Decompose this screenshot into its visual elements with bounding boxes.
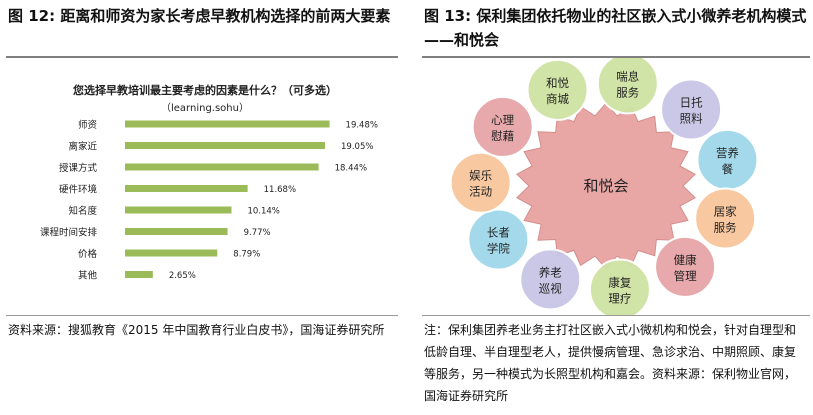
category-label: 授课方式: [59, 162, 98, 174]
title-underline: [6, 56, 398, 58]
ring-item-label: 康复: [608, 276, 631, 290]
figure-13-title: 图 13: 保利集团依托物业的社区嵌入式小微养老机构模式——和悦会: [424, 7, 807, 49]
value-label: 18.44%: [335, 164, 367, 174]
left-figure-panel: 图 12: 距离和师资为家长考虑早教机构选择的前两大要素 您选择早教培训最主要考…: [0, 0, 400, 415]
category-label: 硬件环境: [59, 184, 98, 196]
category-label: 其他: [78, 270, 98, 282]
ring-circle: [596, 58, 659, 115]
ring-circle: [467, 208, 530, 271]
bar: [125, 185, 248, 192]
ring-item-label: 照料: [680, 111, 703, 125]
ring-circle: [526, 58, 589, 121]
ring-item-label: 商城: [546, 92, 569, 106]
category-label: 课程时间安排: [40, 227, 98, 239]
ring-item-label: 长者: [487, 226, 510, 240]
ring-circle: [588, 258, 651, 316]
ring-item-label: 养老: [539, 265, 562, 279]
ring-item-label: 管理: [674, 269, 697, 283]
value-label: 8.79%: [233, 250, 260, 260]
service-ring-diagram: 和悦会 喘息服务日托照料营养餐居家服务健康管理康复理疗养老巡视长者学院娱乐活动心…: [449, 58, 759, 316]
bar: [125, 228, 228, 235]
figure-12-title: 图 12: 距离和师资为家长考虑早教机构选择的前两大要素: [8, 7, 391, 25]
ring-circle: [471, 95, 534, 158]
bar: [125, 249, 218, 257]
note-divider: [422, 315, 810, 316]
note-text: 注：保利集团养老业务主打社区嵌入式小微机构和悦会，针对自理型和低龄自理、半自理型…: [424, 323, 797, 403]
ring-circle: [660, 78, 723, 141]
ring-circle: [694, 187, 757, 250]
ring-items: 喘息服务日托照料营养餐居家服务健康管理康复理疗养老巡视长者学院娱乐活动心理慰藉和…: [449, 58, 759, 316]
ring-item-label: 服务: [714, 221, 737, 235]
ring-item-label: 餐: [722, 162, 734, 176]
ring-item-label: 喘息: [616, 69, 639, 83]
category-label: 师资: [78, 119, 98, 131]
ring-item-label: 娱乐: [469, 169, 492, 183]
value-label: 9.77%: [244, 228, 271, 238]
category-label: 离家近: [68, 141, 97, 153]
bar: [125, 142, 326, 149]
source-note: 资料来源：搜狐教育《2015 年中国教育行业白皮书》，国海证券研究所: [8, 323, 385, 337]
ring-item-label: 日托: [680, 95, 703, 109]
center-label: 和悦会: [583, 177, 628, 195]
bar-chart: 您选择早教培训最主要考虑的因素是什么？（可多选） （learning.sohu）…: [20, 76, 390, 296]
ring-item-label: 巡视: [539, 281, 562, 295]
title-underline: [422, 56, 810, 58]
ring-item-label: 营养: [716, 146, 739, 160]
category-label: 价格: [78, 248, 98, 260]
value-label: 19.05%: [341, 142, 373, 152]
ring-item-label: 健康: [674, 253, 697, 267]
bar: [125, 163, 319, 171]
ring-circle: [654, 235, 717, 298]
bar: [125, 120, 330, 128]
ring-item-label: 活动: [469, 185, 492, 199]
value-label: 11.68%: [264, 185, 296, 195]
ring-item-label: 服务: [616, 85, 639, 99]
ring-item: 营养餐: [696, 128, 759, 191]
category-label: 知名度: [68, 205, 97, 217]
value-label: 10.14%: [247, 207, 279, 217]
ring-item-label: 和悦: [546, 76, 569, 90]
ring-circle: [519, 248, 582, 311]
chart-subtitle: （learning.sohu）: [161, 103, 249, 114]
chart-title: 您选择早教培训最主要考虑的因素是什么？（可多选）: [73, 84, 337, 97]
source-divider: [6, 315, 398, 316]
bar: [125, 271, 153, 278]
right-figure-panel: 图 13: 保利集团依托物业的社区嵌入式小微养老机构模式——和悦会 和悦会 喘息…: [414, 0, 813, 415]
bar-chart-svg: 师资 19.48% 离家近 19.05% 授课方式 18.44% 硬件环境 11.68% 知名度…: [40, 119, 378, 282]
ring-item-label: 慰藉: [491, 129, 514, 143]
value-label: 2.65%: [169, 271, 196, 281]
ring-circle: [449, 151, 512, 214]
ring-item-label: 心理: [491, 113, 514, 127]
value-label: 19.48%: [346, 121, 378, 131]
ring-item-label: 居家: [714, 205, 737, 219]
ring-item-label: 学院: [487, 242, 510, 256]
bar: [125, 206, 232, 214]
ring-item-label: 理疗: [608, 292, 631, 306]
